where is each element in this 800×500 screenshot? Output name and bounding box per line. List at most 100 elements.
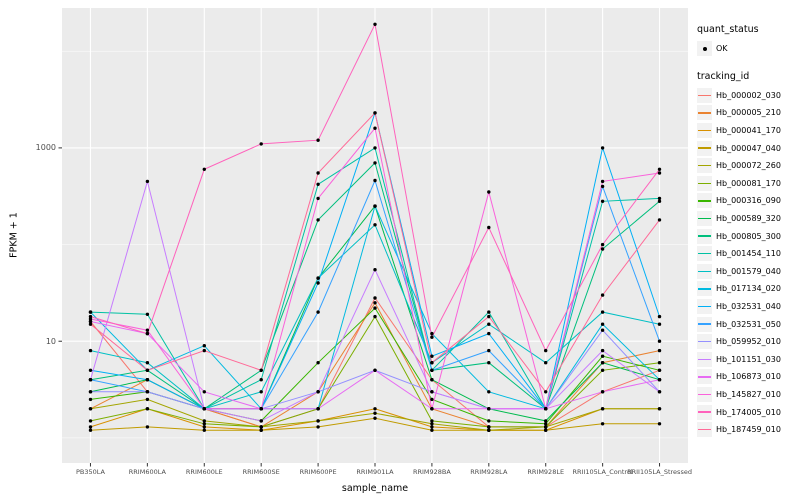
legend-item-label: Hb_000041_170: [716, 126, 781, 136]
legend-item-label: Hb_000002_030: [716, 90, 781, 100]
legend-key-point-icon: [697, 41, 712, 57]
legend-key-line-icon: [697, 263, 712, 279]
legend-item-label: OK: [716, 44, 728, 54]
data-point: [88, 397, 93, 402]
data-point: [88, 407, 93, 411]
data-point: [430, 331, 434, 336]
data-point: [373, 306, 377, 310]
data-point: [259, 368, 263, 372]
x-tick-label-RRIM600LE: RRIM600LE: [185, 468, 223, 476]
legend-key-line-icon: [697, 105, 712, 121]
data-point: [373, 416, 377, 420]
data-point: [145, 390, 150, 394]
legend-item-label: Hb_174005_010: [716, 407, 781, 417]
legend-item-Hb_017134_020: Hb_017134_020: [697, 280, 799, 298]
data-point: [430, 390, 434, 394]
data-point: [145, 179, 150, 184]
legend-item-label: Hb_000072_260: [716, 161, 781, 171]
data-point: [316, 281, 320, 285]
data-point: [657, 378, 662, 382]
legend-item-Hb_000005_210: Hb_000005_210: [697, 104, 799, 122]
data-point: [487, 348, 491, 353]
data-point: [145, 378, 150, 382]
x-tick-label-RRIM928LE: RRIM928LE: [527, 468, 565, 476]
data-point: [600, 361, 605, 365]
data-point: [544, 428, 548, 432]
data-point: [373, 301, 377, 305]
legend-item-Hb_000589_320: Hb_000589_320: [697, 210, 799, 228]
x-axis-title: sample_name: [341, 483, 409, 494]
data-point: [316, 425, 320, 429]
data-point: [544, 390, 548, 394]
data-point: [600, 390, 605, 394]
data-point: [487, 331, 491, 336]
legend-item-Hb_106873_010: Hb_106873_010: [697, 368, 799, 386]
data-point: [202, 348, 206, 353]
legend-item-Hb_032531_050: Hb_032531_050: [697, 315, 799, 333]
data-point: [600, 247, 605, 251]
data-point: [657, 218, 662, 222]
legend-item-Hb_059952_010: Hb_059952_010: [697, 333, 799, 351]
data-point: [430, 407, 434, 411]
legend-item-label: Hb_145827_010: [716, 389, 781, 399]
x-tick-label-RRIM928LA: RRIM928LA: [470, 468, 508, 476]
legend-key-line-icon: [697, 386, 712, 402]
data-point: [430, 425, 434, 429]
data-point: [544, 361, 548, 365]
data-point: [600, 293, 605, 297]
data-point: [202, 344, 206, 348]
data-point: [600, 146, 605, 150]
data-point: [657, 171, 662, 175]
legend-key-line-icon: [697, 175, 712, 191]
legend-item-Hb_000002_030: Hb_000002_030: [697, 87, 799, 105]
data-point: [88, 348, 93, 353]
legend-item-label: Hb_059952_010: [716, 337, 781, 347]
data-point: [657, 422, 662, 426]
y-tick-label-10: 10: [45, 336, 56, 346]
legend-item-label: Hb_000047_040: [716, 143, 781, 153]
data-point: [316, 390, 320, 394]
legend-title-quant-status: quant_status: [697, 24, 759, 35]
data-point: [430, 335, 434, 339]
x-tick-label-RRIM600LA: RRIM600LA: [128, 468, 166, 476]
data-point: [373, 111, 377, 115]
data-point: [600, 184, 605, 189]
x-tick-label-RRII105LA_Stressed: RRII105LA_Stressed: [627, 468, 692, 476]
data-point: [373, 368, 377, 372]
data-point: [88, 378, 93, 382]
data-point: [657, 196, 662, 201]
data-point: [544, 407, 548, 411]
data-point: [202, 419, 206, 423]
data-point: [259, 425, 263, 429]
legend-item-Hb_000081_170: Hb_000081_170: [697, 175, 799, 193]
data-point: [316, 218, 320, 222]
data-point: [544, 348, 548, 353]
legend-item-Hb_000041_170: Hb_000041_170: [697, 122, 799, 140]
data-point: [316, 171, 320, 175]
data-point: [430, 378, 434, 382]
x-tick-label-RRIM901LA: RRIM901LA: [356, 468, 394, 476]
data-point: [487, 407, 491, 411]
data-point: [600, 242, 605, 247]
legend-key-line-icon: [697, 299, 712, 315]
data-point: [202, 390, 206, 394]
data-point: [88, 319, 93, 324]
legend-key-line-icon: [697, 228, 712, 244]
legend-item-Hb_101151_030: Hb_101151_030: [697, 351, 799, 369]
data-point: [600, 348, 605, 353]
data-point: [316, 182, 320, 186]
data-point: [373, 407, 377, 411]
legend-key-line-icon: [697, 193, 712, 209]
x-tick-label-PB350LA: PB350LA: [75, 468, 105, 476]
legend-item-label: Hb_000005_210: [716, 108, 781, 118]
data-point: [316, 407, 320, 411]
data-point: [373, 204, 377, 208]
data-point: [600, 422, 605, 426]
data-point: [373, 411, 377, 415]
legend-item-label: Hb_000316_090: [716, 196, 781, 206]
data-point: [373, 223, 377, 227]
data-point: [373, 161, 377, 165]
data-point: [88, 368, 93, 372]
data-point: [202, 167, 206, 171]
data-point: [316, 138, 320, 142]
